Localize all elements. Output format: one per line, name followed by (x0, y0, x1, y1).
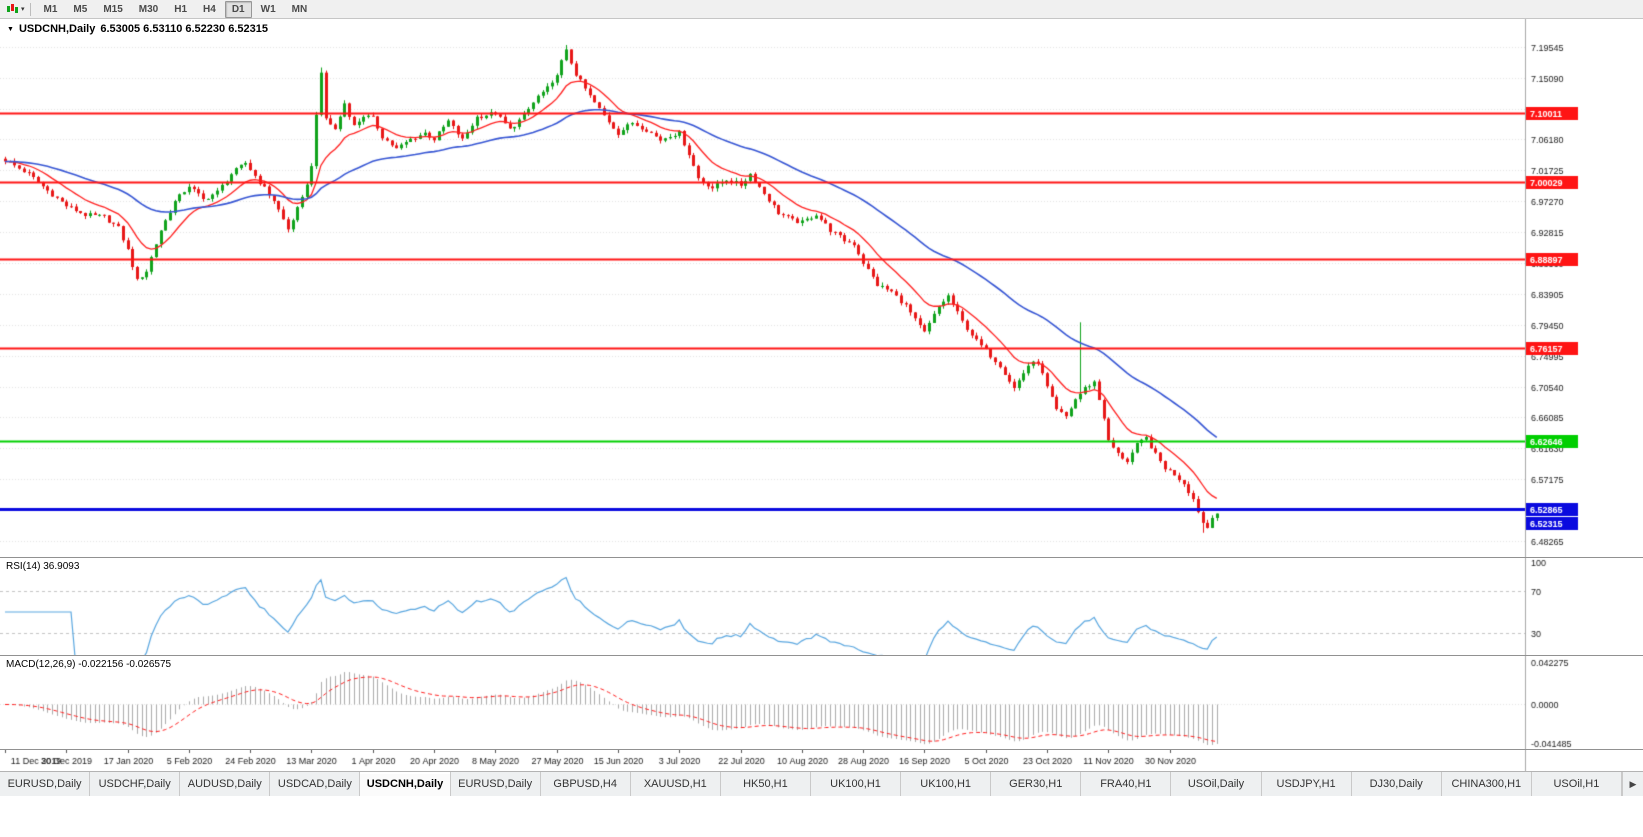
tab-uk100-h1[interactable]: UK100,H1 (810, 772, 902, 796)
chart-symbol-label: USDCNH,Daily (18, 23, 96, 35)
macd-panel: MACD(12,26,9) -0.022156 -0.026575 (0, 656, 1643, 749)
tab-hk50-h1[interactable]: HK50,H1 (720, 772, 811, 796)
chart-area: ▼ USDCNH,Daily 6.53005 6.53110 6.52230 6… (0, 19, 1643, 771)
tab-eurusd-daily[interactable]: EURUSD,Daily (0, 772, 91, 796)
tab-gbpusd-h4[interactable]: GBPUSD,H4 (540, 772, 631, 796)
tab-usdcad-daily[interactable]: USDCAD,Daily (270, 772, 361, 796)
tab-usoil-h1[interactable]: USOil,H1 (1531, 772, 1622, 796)
top-toolbar: ▾ M1 M5 M15 M30 H1 H4 D1 W1 MN (0, 0, 1643, 19)
tab-china300-h1[interactable]: CHINA300,H1 (1441, 772, 1532, 796)
timeframe-m1[interactable]: M1 (43, 3, 58, 15)
window-bottom-area (0, 796, 1643, 837)
chart-mode-icon[interactable] (3, 2, 21, 17)
toolbar-separator (29, 2, 31, 16)
tab-dj30-daily[interactable]: DJ30,Daily (1351, 772, 1442, 796)
chart-title: ▼ USDCNH,Daily 6.53005 6.53110 6.52230 6… (7, 23, 268, 35)
tab-usdjpy-h1[interactable]: USDJPY,H1 (1261, 772, 1352, 796)
tab-audusd-daily[interactable]: AUDUSD,Daily (180, 772, 271, 796)
timeframe-h1[interactable]: H1 (174, 3, 188, 15)
timeframe-m15[interactable]: M15 (103, 3, 123, 15)
timeframe-d1[interactable]: D1 (224, 0, 252, 18)
tab-xauusd-h1[interactable]: XAUUSD,H1 (630, 772, 721, 796)
rsi-panel: RSI(14) 36.9093 (0, 558, 1643, 655)
chart-tabs: EURUSD,Daily USDCHF,Daily AUDUSD,Daily USDC… (0, 772, 1622, 796)
chart-ohlc-values: 6.53005 6.53110 6.52230 6.52315 (100, 23, 268, 35)
timeframe-mn[interactable]: MN (291, 3, 308, 15)
rsi-indicator-canvas[interactable] (0, 558, 1643, 655)
panel-separator[interactable] (0, 655, 1643, 656)
timeframe-w1[interactable]: W1 (260, 3, 276, 15)
macd-label: MACD(12,26,9) -0.022156 -0.026575 (6, 659, 172, 670)
rsi-label: RSI(14) 36.9093 (6, 561, 80, 572)
timeframe-buttons: M1 M5 M15 M30 H1 H4 D1 W1 MN (36, 0, 316, 18)
toolbar-caret-icon[interactable]: ▾ (21, 6, 25, 13)
tab-eurusd-daily[interactable]: EURUSD,Daily (450, 772, 541, 796)
price-chart-canvas[interactable] (0, 19, 1643, 557)
tab-usdcnh-daily[interactable]: USDCNH,Daily (360, 772, 451, 796)
main-chart-panel: ▼ USDCNH,Daily 6.53005 6.53110 6.52230 6… (0, 19, 1643, 557)
chart-tab-bar: EURUSD,Daily USDCHF,Daily AUDUSD,Daily USDC… (0, 771, 1643, 796)
tab-scroll-right-icon[interactable]: ▶ (1622, 772, 1643, 796)
tab-ger30-h1[interactable]: GER30,H1 (991, 772, 1082, 796)
timeframe-m5[interactable]: M5 (73, 3, 88, 15)
time-axis-canvas[interactable] (0, 750, 1643, 771)
panel-separator[interactable] (0, 557, 1643, 558)
macd-indicator-canvas[interactable] (0, 656, 1643, 749)
tab-fra40-h1[interactable]: FRA40,H1 (1081, 772, 1172, 796)
tab-uk100-h1[interactable]: UK100,H1 (901, 772, 992, 796)
tab-usdchf-daily[interactable]: USDCHF,Daily (90, 772, 181, 796)
timeframe-m30[interactable]: M30 (138, 3, 159, 15)
tab-usoil-daily[interactable]: USOil,Daily (1171, 772, 1262, 796)
panel-separator[interactable] (0, 749, 1643, 750)
chart-menu-caret-icon[interactable]: ▼ (7, 25, 14, 33)
timeframe-h4[interactable]: H4 (203, 3, 216, 15)
